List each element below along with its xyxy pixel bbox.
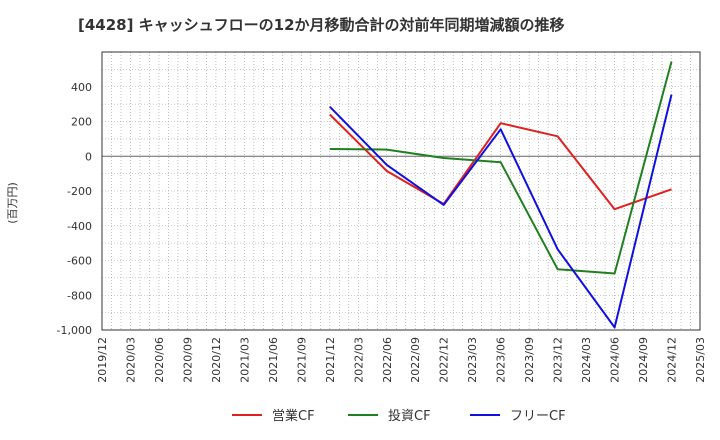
y-tick-label: -200 xyxy=(67,185,92,198)
series-line-営業CF xyxy=(329,113,672,211)
legend: 営業CF 投資CF フリーCF xyxy=(232,408,566,424)
series-lines xyxy=(329,61,673,329)
x-tick-label: 2022/06 xyxy=(381,337,394,383)
x-tick-label: 2023/03 xyxy=(466,337,479,383)
y-tick-label: 0 xyxy=(85,150,92,163)
x-tick-label: 2021/12 xyxy=(324,337,337,383)
x-tick-label: 2021/09 xyxy=(295,337,308,383)
x-tick-label: 2021/06 xyxy=(267,337,280,383)
y-tick-label: -1,000 xyxy=(57,324,92,337)
legend-label: 営業CF xyxy=(272,408,315,424)
legend-label: フリーCF xyxy=(510,409,566,424)
x-tick-label: 2024/03 xyxy=(580,337,593,383)
x-tick-label: 2021/03 xyxy=(238,337,251,383)
x-tick-label: 2020/12 xyxy=(210,337,223,383)
y-tick-label: -600 xyxy=(67,255,92,268)
x-tick-label: 2019/12 xyxy=(96,337,109,383)
y-tick-label: -800 xyxy=(67,289,92,302)
x-tick-label: 2022/03 xyxy=(352,337,365,383)
x-tick-label: 2020/09 xyxy=(181,337,194,383)
x-tick-label: 2023/12 xyxy=(552,337,565,383)
x-tick-label: 2024/12 xyxy=(666,337,679,383)
x-tick-label: 2024/09 xyxy=(637,337,650,383)
x-tick-label: 2022/09 xyxy=(409,337,422,383)
y-tick-label: 200 xyxy=(71,116,92,129)
x-tick-label: 2020/06 xyxy=(153,337,166,383)
x-tick-label: 2023/09 xyxy=(523,337,536,383)
grid xyxy=(102,52,700,330)
series-line-フリーCF xyxy=(329,94,673,329)
x-tick-label: 2025/03 xyxy=(694,337,707,383)
y-axis-label: (百万円) xyxy=(6,182,19,224)
plot-area xyxy=(101,51,701,331)
y-tick-label: 400 xyxy=(71,81,92,94)
x-tick-label: 2023/06 xyxy=(495,337,508,383)
x-tick-label: 2024/06 xyxy=(609,337,622,383)
x-axis-ticks: 2019/12 2020/03 2020/06 2020/09 2020/12 2021/… xyxy=(96,337,707,383)
x-tick-label: 2022/12 xyxy=(438,337,451,383)
y-axis-ticks: 400 200 0 -200 -400 -600 -800 -1,000 xyxy=(57,81,92,337)
y-tick-label: -400 xyxy=(67,220,92,233)
x-tick-label: 2020/03 xyxy=(124,337,137,383)
chart-title: [4428] キャッシュフローの12か月移動合計の対前年同期増減額の推移 xyxy=(78,16,565,34)
series-line-投資CF xyxy=(329,61,673,275)
legend-label: 投資CF xyxy=(388,408,431,424)
